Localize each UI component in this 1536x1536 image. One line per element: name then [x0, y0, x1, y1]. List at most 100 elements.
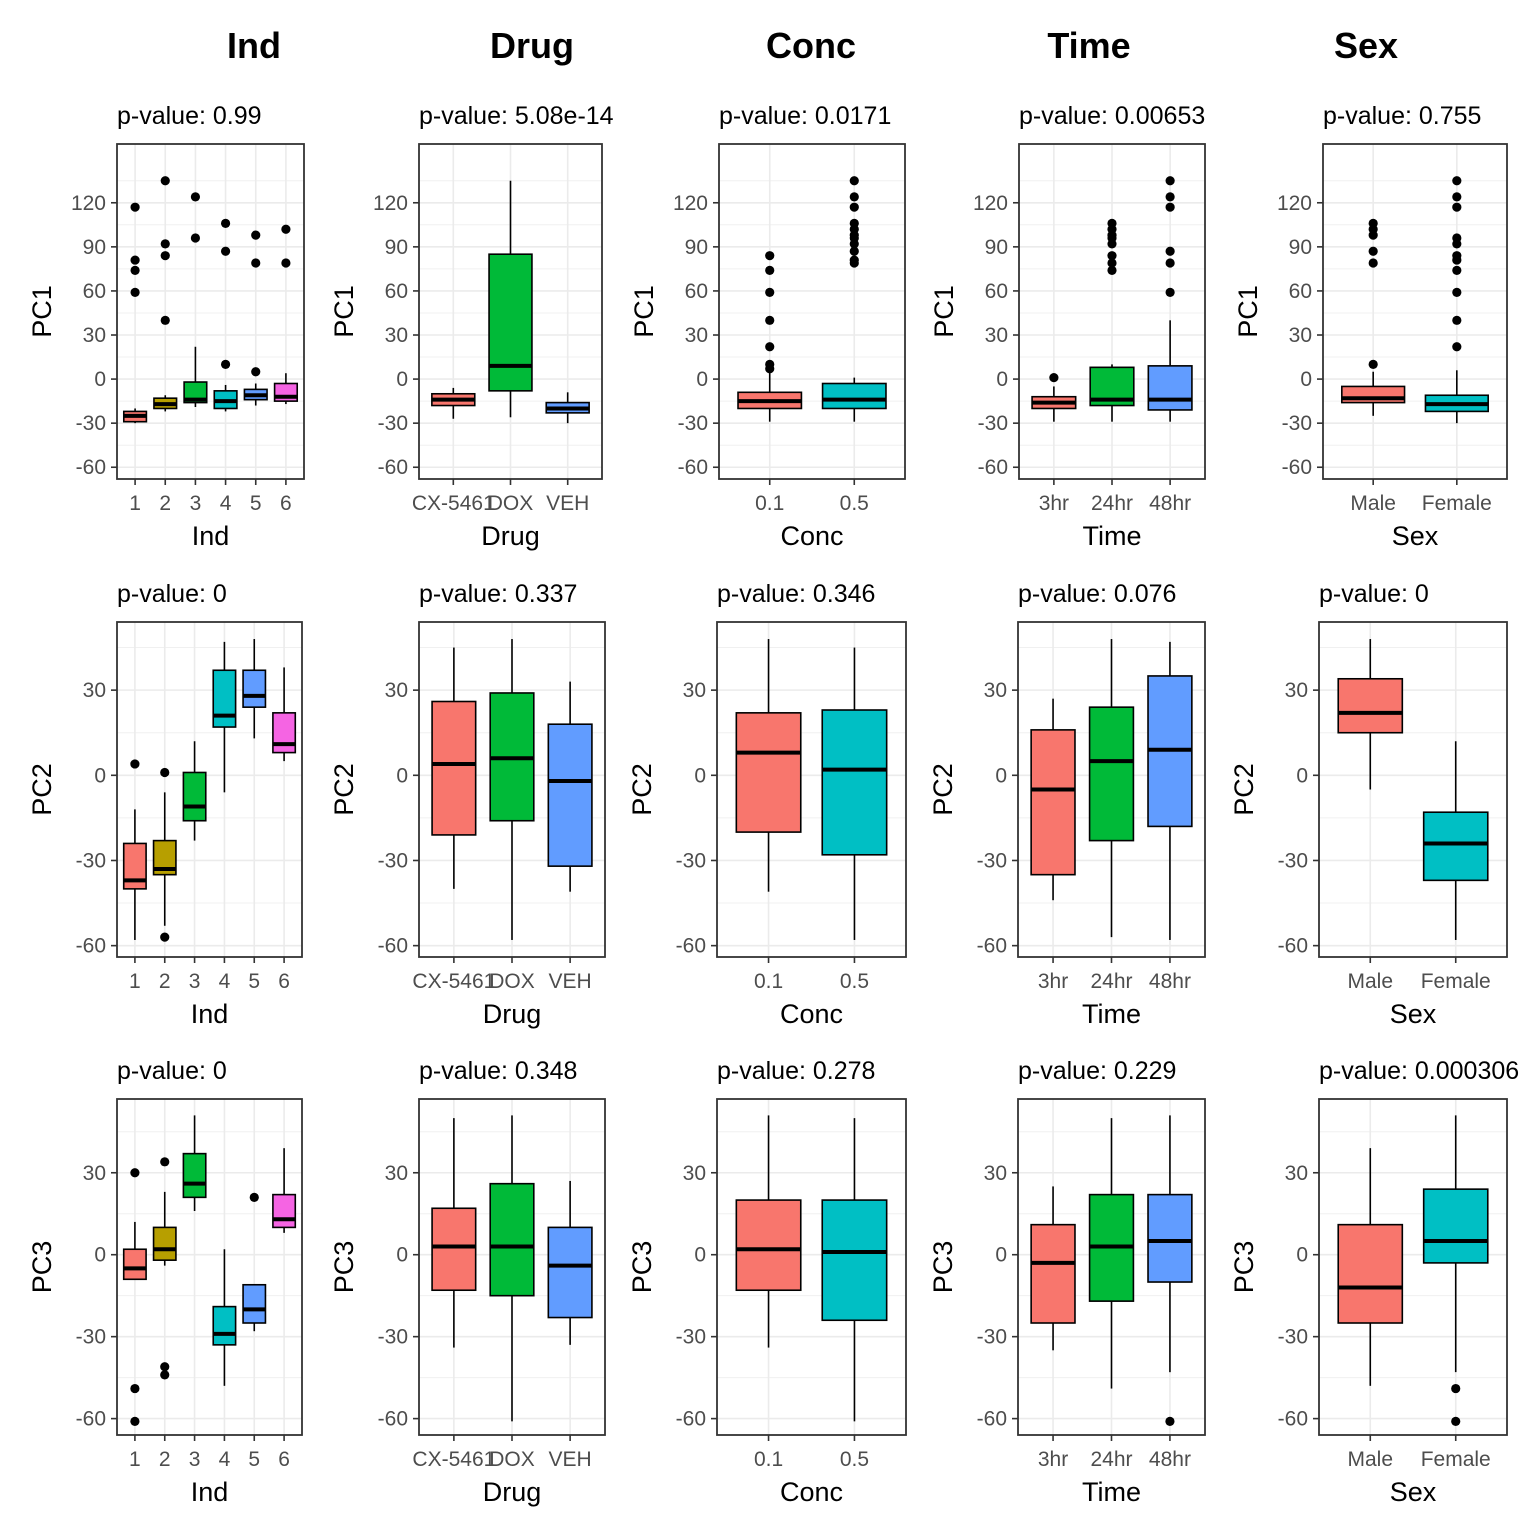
x-tick-label: 2: [159, 1448, 171, 1471]
y-axis-label: PC2: [627, 763, 657, 816]
x-tick-label: 6: [278, 1448, 290, 1471]
outlier-point: [1452, 176, 1462, 186]
box-Male: [1337, 1148, 1404, 1386]
y-tick-label: -60: [978, 456, 1008, 479]
box-5: [243, 230, 268, 406]
outlier-point: [1452, 315, 1462, 325]
outlier-point: [220, 218, 231, 228]
y-tick-label: 30: [985, 324, 1008, 347]
plot-background: [1323, 144, 1507, 479]
y-tick-label: 0: [694, 764, 706, 787]
box-3: [182, 741, 207, 841]
box-iqr: [182, 1152, 207, 1199]
box-6: [272, 667, 297, 762]
column-title-conc: Conc: [766, 25, 856, 66]
panel-pc3-conc: -60 -30 0 30 0.1 0.5 p-value: 0.278 Conc PC3: [627, 1057, 907, 1507]
box-6: [272, 1148, 297, 1233]
outlier-point: [1107, 218, 1117, 228]
outlier-point: [220, 246, 231, 256]
y-tick-label: -60: [378, 1408, 408, 1431]
outlier-point: [281, 224, 291, 234]
x-tick-label: 1: [129, 492, 141, 515]
box-24hr: [1089, 218, 1135, 422]
box-3: [183, 192, 208, 408]
outlier-point: [130, 1168, 140, 1178]
box-DOX: [489, 639, 535, 940]
x-tick-label: Female: [1422, 492, 1492, 515]
x-tick-label: 5: [248, 970, 260, 993]
box-iqr: [242, 669, 267, 708]
y-tick-label: 0: [94, 764, 106, 787]
y-tick-label: 0: [696, 368, 708, 391]
y-tick-label: -30: [977, 1326, 1007, 1349]
outlier-point: [1107, 251, 1117, 261]
outlier-point: [130, 287, 140, 297]
outlier-point: [849, 192, 859, 202]
y-tick-label: 0: [995, 764, 1007, 787]
box-iqr: [122, 842, 147, 890]
outlier-point: [849, 202, 859, 212]
y-tick-label: -60: [378, 935, 408, 958]
x-axis-label: Time: [1082, 1477, 1141, 1507]
panel-pvalue: p-value: 5.08e-14: [419, 102, 614, 130]
x-tick-label: 2: [159, 492, 171, 515]
x-tick-label: 0.1: [754, 970, 783, 993]
x-tick-label: 24hr: [1090, 970, 1132, 993]
box-iqr: [183, 381, 208, 404]
outlier-point: [765, 359, 775, 369]
y-tick-label: -60: [678, 456, 708, 479]
y-tick-label: -60: [977, 1408, 1007, 1431]
panel-pc3-ind: -60 -30 0 30 1 2 3 4 5 6 p-value: 0 Ind PC3: [27, 1057, 303, 1507]
y-tick-label: -30: [676, 1326, 706, 1349]
box-DOX: [488, 180, 533, 418]
box-2: [153, 176, 178, 412]
box-0.5: [821, 176, 887, 422]
box-iqr: [547, 1226, 593, 1319]
y-tick-label: 0: [995, 1244, 1007, 1267]
panel-pvalue: p-value: 0.00653: [1019, 102, 1205, 130]
outlier-point: [160, 239, 170, 249]
y-tick-label: 60: [685, 280, 708, 303]
box-4: [212, 1249, 237, 1386]
y-tick-label: -30: [1282, 412, 1312, 435]
box-Female: [1422, 1115, 1489, 1426]
box-iqr: [821, 1199, 888, 1322]
column-title-ind: Ind: [227, 25, 281, 66]
y-tick-label: -60: [676, 1408, 706, 1431]
x-tick-label: Female: [1421, 1448, 1491, 1471]
box-iqr: [212, 669, 237, 728]
column-titles: Ind Drug Conc Time Sex: [227, 25, 1398, 66]
box-iqr: [182, 771, 207, 822]
box-3hr: [1030, 698, 1076, 901]
outlier-point: [160, 767, 170, 778]
box-iqr: [489, 1182, 535, 1297]
box-5: [242, 639, 267, 739]
panel-pvalue: p-value: 0.0171: [719, 102, 891, 130]
box-Female: [1424, 176, 1489, 424]
y-tick-label: -30: [977, 849, 1007, 872]
y-tick-label: -30: [1278, 849, 1308, 872]
box-48hr: [1147, 176, 1193, 422]
outlier-point: [1165, 258, 1175, 268]
x-tick-label: 3hr: [1038, 970, 1068, 993]
panel-border: [1322, 143, 1508, 480]
box-Male: [1337, 639, 1404, 790]
y-tick-label: 30: [385, 679, 408, 702]
outlier-point: [281, 258, 291, 268]
x-tick-label: 3: [189, 970, 201, 993]
y-axis-label: PC1: [1233, 285, 1263, 338]
box-3hr: [1031, 373, 1077, 422]
x-tick-label: DOX: [488, 492, 534, 515]
x-tick-label: VEH: [546, 492, 589, 515]
y-tick-label: -30: [978, 412, 1008, 435]
y-tick-label: 0: [94, 1244, 106, 1267]
box-CX-5461: [431, 387, 476, 419]
x-tick-label: 2: [159, 970, 171, 993]
x-axis-label: Time: [1083, 521, 1142, 551]
panel-pc1-sex: -60 -30 0 30 60 90 120 Male Female p-value: 0.755…: [1233, 102, 1508, 551]
box-iqr: [1337, 1223, 1404, 1324]
outlier-point: [1165, 176, 1175, 186]
y-tick-label: 90: [1289, 236, 1312, 259]
y-axis-label: PC2: [928, 763, 958, 816]
